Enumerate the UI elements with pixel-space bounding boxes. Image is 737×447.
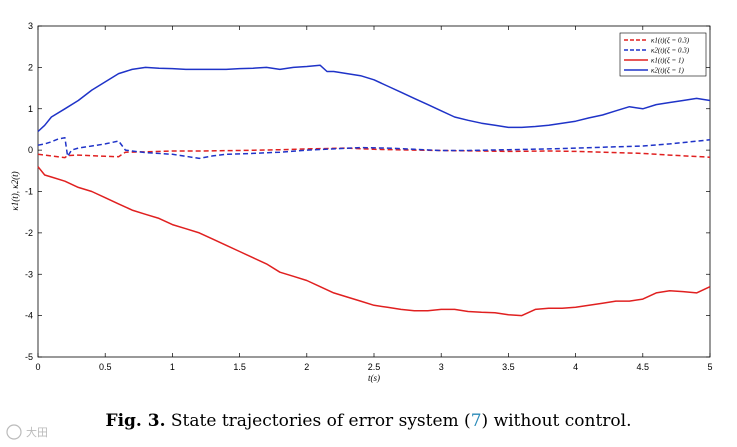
series-line-4 bbox=[37, 64, 711, 133]
x-tick-label: 4 bbox=[573, 362, 578, 372]
y-tick-label: -1 bbox=[25, 187, 33, 197]
y-tick-label: 1 bbox=[28, 104, 33, 114]
caption-label: Fig. 3. bbox=[105, 411, 166, 431]
y-tick-label: -2 bbox=[25, 228, 33, 238]
series-line-2 bbox=[37, 136, 711, 160]
legend-label-1: κ1(t)(ξ = 0.3) bbox=[651, 37, 690, 45]
y-tick-label: 0 bbox=[28, 145, 33, 155]
caption-equation-ref[interactable]: 7 bbox=[470, 411, 482, 431]
legend-label-3: κ1(t)(ξ = 1) bbox=[651, 57, 685, 65]
x-tick-label: 2 bbox=[304, 362, 309, 372]
legend-label-4: κ2(t)(ξ = 1) bbox=[651, 67, 685, 75]
series-line-1 bbox=[37, 147, 711, 159]
x-axis-label: t(s) bbox=[368, 373, 380, 383]
x-tick-label: 4.5 bbox=[637, 362, 650, 372]
legend: κ1(t)(ξ = 0.3) κ2(t)(ξ = 0.3) κ1(t)(ξ = 1)… bbox=[619, 32, 707, 77]
x-tick-label: 1.5 bbox=[233, 362, 246, 372]
x-tick-label: 0 bbox=[35, 362, 40, 372]
axis-ticks: 0 0.5 1 1.5 2 2.5 3 3.5 4 4.5 5 -5 -4 -3 -2 -1 0 1 2 3 bbox=[25, 21, 713, 372]
watermark-text: 大田 bbox=[26, 425, 48, 439]
y-tick-label: -3 bbox=[25, 269, 33, 279]
y-tick-label: -5 bbox=[25, 352, 33, 362]
caption-text-before: State trajectories of error system ( bbox=[170, 411, 471, 431]
y-tick-label: -4 bbox=[25, 311, 33, 321]
plot-area bbox=[37, 25, 711, 358]
x-tick-label: 3.5 bbox=[502, 362, 515, 372]
x-tick-label: 3 bbox=[439, 362, 444, 372]
x-tick-label: 5 bbox=[707, 362, 712, 372]
series-line-3 bbox=[37, 166, 711, 317]
chart: 0 0.5 1 1.5 2 2.5 3 3.5 4 4.5 5 -5 -4 -3 -2 -1 0 1 2 3 t(s)… bbox=[10, 21, 713, 383]
y-tick-label: 2 bbox=[28, 62, 33, 72]
y-tick-label: 3 bbox=[28, 21, 33, 31]
x-tick-label: 2.5 bbox=[368, 362, 381, 372]
y-axis-label: κ1(t), κ2(t) bbox=[10, 171, 20, 210]
caption-text-after: ) without control. bbox=[481, 411, 632, 431]
legend-box bbox=[619, 32, 707, 77]
x-tick-label: 1 bbox=[170, 362, 175, 372]
watermark-logo: 大田 bbox=[6, 424, 48, 440]
x-tick-label: 0.5 bbox=[99, 362, 112, 372]
legend-label-2: κ2(t)(ξ = 0.3) bbox=[651, 47, 690, 55]
figure-caption: Fig. 3. State trajectories of error syst… bbox=[0, 411, 737, 431]
series-group bbox=[37, 64, 711, 317]
watermark-icon bbox=[6, 424, 22, 440]
